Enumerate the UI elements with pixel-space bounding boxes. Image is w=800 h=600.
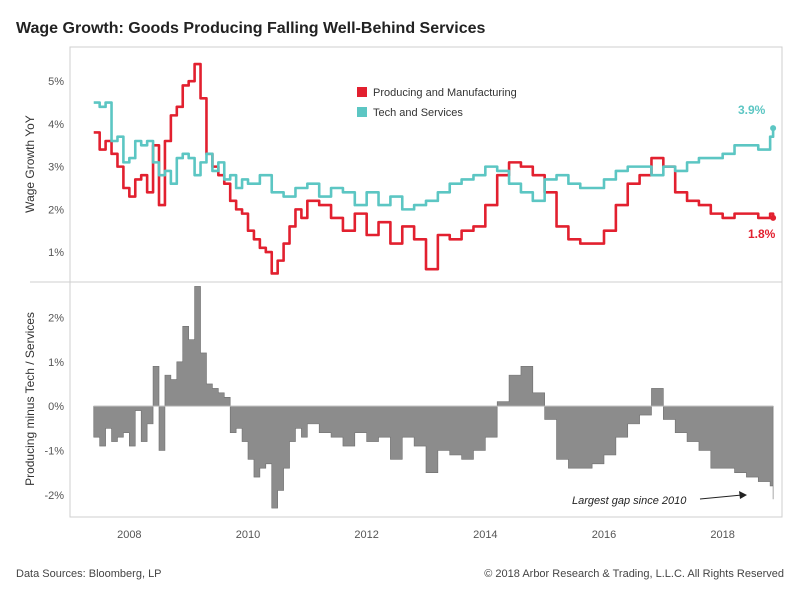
bottom-y-axis-label: Producing minus Tech / Services: [23, 312, 37, 486]
services-line: [93, 101, 775, 211]
data-source: Data Sources: Bloomberg, LP: [16, 568, 162, 580]
page-title: Wage Growth: Goods Producing Falling Wel…: [16, 20, 486, 37]
services-line-end-point: [770, 125, 777, 132]
top-y-axis: 1% 2% 3% 4% 5%: [48, 76, 64, 259]
x-tick-label: 2018: [710, 529, 734, 541]
producing-end-label: 1.8%: [748, 227, 776, 241]
bottom-y-tick-label: 0%: [48, 401, 64, 413]
bottom-y-tick-label: -1%: [44, 445, 64, 457]
top-y-tick-label: 1%: [48, 247, 64, 259]
legend-label-services: Tech and Services: [373, 107, 463, 119]
legend-swatch-producing: [357, 87, 367, 97]
x-tick-label: 2012: [354, 529, 378, 541]
x-tick-label: 2016: [592, 529, 616, 541]
gap-annotation-arrowhead: [739, 491, 747, 499]
gap-area: [93, 286, 774, 509]
bottom-y-tick-label: 2%: [48, 312, 64, 324]
bottom-y-tick-label: 1%: [48, 357, 64, 369]
x-tick-label: 2014: [473, 529, 497, 541]
legend-label-producing: Producing and Manufacturing: [373, 87, 517, 99]
top-y-tick-label: 3%: [48, 162, 64, 174]
top-y-tick-label: 4%: [48, 119, 64, 131]
legend-swatch-services: [357, 107, 367, 117]
wage-lines: [93, 62, 777, 275]
x-tick-label: 2010: [236, 529, 260, 541]
x-tick-label: 2008: [117, 529, 141, 541]
gap-annotation: Largest gap since 2010: [572, 495, 687, 507]
x-axis: 2008 2010 2012 2014 2016 2018: [117, 529, 735, 541]
top-y-axis-label: Wage Growth YoY: [23, 115, 37, 213]
bottom-y-axis: -2% -1% 0% 1% 2%: [44, 312, 64, 501]
bottom-y-tick-label: -2%: [44, 490, 64, 502]
top-y-tick-label: 2%: [48, 204, 64, 216]
producing-line-end-point: [770, 214, 777, 221]
gap-area-series: [93, 286, 774, 509]
producing-line: [93, 62, 775, 275]
gap-annotation-arrow-line: [699, 494, 743, 500]
services-end-label: 3.9%: [738, 103, 766, 117]
legend: Producing and Manufacturing Tech and Ser…: [357, 87, 517, 119]
copyright: © 2018 Arbor Research & Trading, L.L.C. …: [484, 568, 784, 580]
top-y-tick-label: 5%: [48, 76, 64, 88]
